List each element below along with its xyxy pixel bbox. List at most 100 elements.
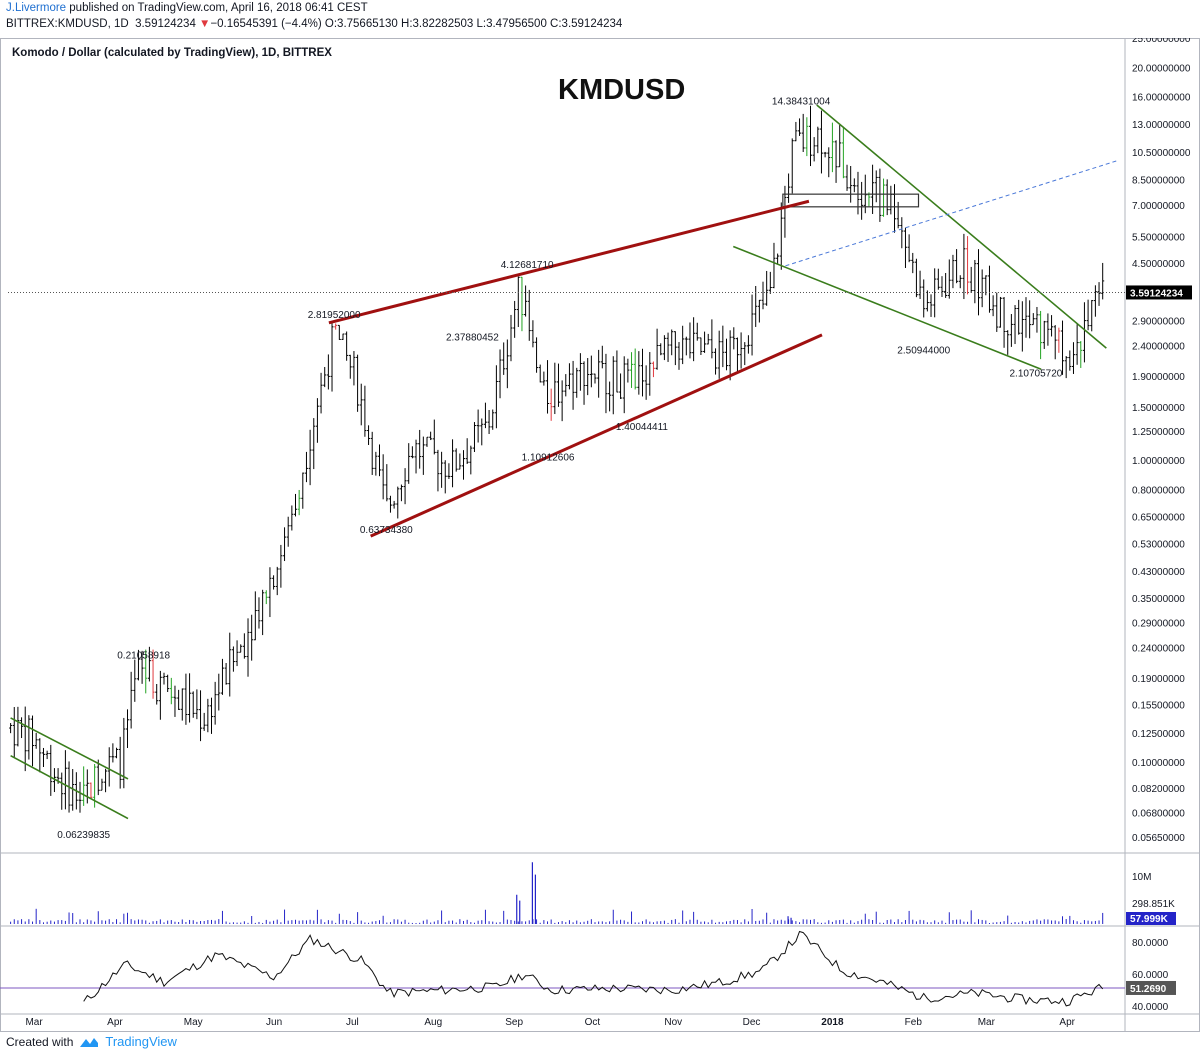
price-bar bbox=[1031, 313, 1035, 326]
price-tick-label: 5.50000000 bbox=[1132, 233, 1185, 244]
price-bar bbox=[684, 336, 688, 356]
price-bar bbox=[659, 343, 663, 356]
price-bar bbox=[600, 345, 604, 369]
price-bar bbox=[359, 383, 363, 426]
price-bar bbox=[980, 269, 984, 308]
volume-tick-label: 10M bbox=[1132, 872, 1151, 883]
time-tick-label: Mar bbox=[25, 1017, 43, 1028]
price-bar bbox=[261, 589, 265, 636]
price-bar bbox=[524, 285, 528, 317]
price-bar bbox=[845, 164, 849, 191]
price-bar bbox=[140, 650, 144, 684]
price-bar bbox=[209, 697, 213, 734]
author-link[interactable]: J.Livermore bbox=[6, 2, 67, 14]
price-tick-label: 0.15500000 bbox=[1132, 701, 1185, 712]
price-bar bbox=[231, 646, 235, 672]
price-bar bbox=[115, 747, 119, 759]
price-bar bbox=[805, 117, 809, 157]
price-bar bbox=[45, 750, 49, 760]
chart-area[interactable]: 0.06239835 0.21058918 2.81952000 0.63734380… bbox=[0, 38, 1200, 1032]
price-bar bbox=[337, 324, 341, 340]
price-tick-label: 13.00000000 bbox=[1132, 120, 1191, 131]
price-bar bbox=[955, 249, 959, 284]
price-bar bbox=[158, 670, 162, 720]
price-bar bbox=[432, 419, 436, 455]
price-tick-label: 7.00000000 bbox=[1132, 201, 1185, 212]
price-bar bbox=[553, 362, 557, 415]
low-value: 3.47956500 bbox=[486, 18, 547, 30]
price-bar bbox=[1061, 320, 1065, 375]
price-bar bbox=[998, 296, 1002, 328]
price-bar bbox=[458, 453, 462, 470]
price-bar bbox=[940, 276, 944, 298]
price-bar bbox=[984, 275, 988, 296]
price-bar bbox=[308, 429, 312, 486]
price-bar bbox=[673, 331, 677, 366]
price-annotation-label: 2.37880452 bbox=[446, 332, 499, 343]
price-tick-label: 0.65000000 bbox=[1132, 513, 1185, 524]
price-bar bbox=[699, 337, 703, 355]
price-bar bbox=[546, 360, 550, 414]
price-annotation-label: 0.06239835 bbox=[57, 830, 110, 841]
price-bar bbox=[483, 402, 487, 429]
price-bar bbox=[724, 338, 728, 371]
price-bar bbox=[871, 164, 875, 214]
price-bar bbox=[283, 527, 287, 562]
price-bar bbox=[549, 388, 553, 421]
price-bar bbox=[538, 364, 542, 383]
price-bar bbox=[169, 677, 173, 705]
price-bar bbox=[421, 436, 425, 475]
price-bar bbox=[246, 618, 250, 677]
price-bar bbox=[670, 329, 674, 356]
price-bar bbox=[286, 516, 290, 547]
price-bar bbox=[1068, 350, 1072, 371]
publish-header: J.Livermore published on TradingView.com… bbox=[6, 0, 368, 17]
price-bar bbox=[987, 265, 991, 313]
price-bar bbox=[1013, 305, 1017, 345]
price-tick-label: 0.19000000 bbox=[1132, 674, 1185, 685]
price-bar bbox=[860, 181, 864, 220]
price-tick-label: 10.50000000 bbox=[1132, 148, 1191, 159]
tradingview-brand-link[interactable]: TradingView bbox=[105, 1034, 177, 1049]
price-bar bbox=[399, 484, 403, 502]
price-bar bbox=[330, 321, 334, 392]
price-bar bbox=[451, 439, 455, 488]
price-tick-label: 2.40000000 bbox=[1132, 341, 1185, 352]
price-tick-label: 1.90000000 bbox=[1132, 372, 1185, 383]
price-annotations: 0.06239835 0.21058918 2.81952000 0.63734380… bbox=[57, 96, 1063, 840]
time-tick-label: Sep bbox=[505, 1017, 523, 1028]
price-bar bbox=[841, 126, 845, 179]
close-value: 3.59124234 bbox=[561, 18, 623, 30]
time-tick-label: Jul bbox=[346, 1017, 359, 1028]
price-tick-label: 1.50000000 bbox=[1132, 403, 1185, 414]
price-bar bbox=[721, 325, 725, 368]
price-bar bbox=[1028, 300, 1032, 339]
price-bar bbox=[217, 673, 221, 711]
price-bar bbox=[958, 275, 962, 289]
price-pane bbox=[0, 38, 1200, 1032]
resistance-box bbox=[782, 193, 920, 208]
price-bar bbox=[505, 339, 509, 389]
price-bar bbox=[608, 381, 612, 412]
volume-pane: 10M 298.851K 57.999K bbox=[10, 862, 1176, 925]
price-bar bbox=[728, 330, 732, 381]
price-bar bbox=[388, 495, 392, 513]
price-bar bbox=[520, 276, 524, 332]
price-bar bbox=[874, 170, 878, 203]
price-bar bbox=[823, 151, 827, 158]
price-bar bbox=[195, 689, 199, 720]
price-bar bbox=[304, 451, 308, 483]
price-bar bbox=[447, 463, 451, 479]
price-bar bbox=[885, 179, 889, 216]
price-bar bbox=[1064, 356, 1068, 379]
price-tick-label: 4.50000000 bbox=[1132, 259, 1185, 270]
price-bar bbox=[155, 683, 159, 705]
price-annotation-label: 2.50944000 bbox=[897, 345, 950, 356]
price-bar bbox=[12, 707, 16, 758]
price-bar bbox=[589, 355, 593, 388]
price-bar bbox=[593, 373, 597, 384]
price-bar bbox=[494, 365, 498, 429]
publish-info: published on TradingView.com, April 16, … bbox=[69, 2, 368, 14]
price-bar bbox=[703, 331, 707, 353]
time-tick-label: Aug bbox=[424, 1017, 442, 1028]
